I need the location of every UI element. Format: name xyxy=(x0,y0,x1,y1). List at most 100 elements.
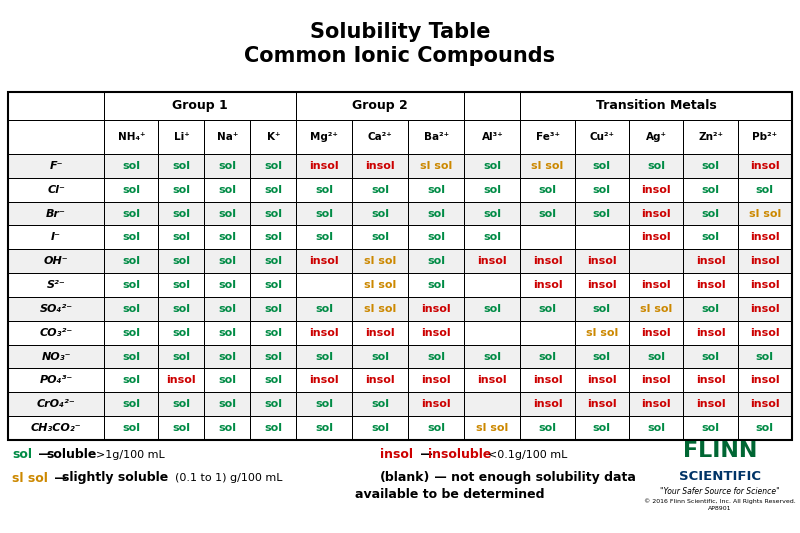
Text: sol: sol xyxy=(371,399,390,409)
Bar xyxy=(629,249,683,273)
Bar xyxy=(158,120,205,154)
Text: sol: sol xyxy=(122,232,140,243)
Text: <0.1g/100 mL: <0.1g/100 mL xyxy=(488,450,567,460)
Text: sol: sol xyxy=(647,352,665,361)
Text: sol: sol xyxy=(264,423,282,433)
Bar xyxy=(104,92,296,120)
Text: sol: sol xyxy=(702,185,719,195)
Bar xyxy=(104,416,158,440)
Bar xyxy=(574,201,629,225)
Bar xyxy=(464,154,520,178)
Bar xyxy=(205,178,250,201)
Bar xyxy=(205,345,250,368)
Bar xyxy=(464,201,520,225)
Bar xyxy=(205,297,250,321)
Bar xyxy=(520,178,574,201)
Bar xyxy=(629,120,683,154)
Bar xyxy=(352,321,408,345)
Text: insol: insol xyxy=(696,328,726,338)
Text: sol: sol xyxy=(122,161,140,171)
Bar xyxy=(205,297,250,321)
Bar xyxy=(296,120,352,154)
Bar xyxy=(205,368,250,392)
Text: I⁻: I⁻ xyxy=(51,232,61,243)
Bar xyxy=(352,154,408,178)
Bar xyxy=(574,273,629,297)
Text: sl sol: sl sol xyxy=(586,328,618,338)
Bar xyxy=(296,178,352,201)
Text: —: — xyxy=(34,448,55,462)
Bar xyxy=(464,249,520,273)
Bar xyxy=(158,249,205,273)
Text: insol: insol xyxy=(642,399,671,409)
Bar xyxy=(8,120,104,154)
Bar xyxy=(574,178,629,201)
Bar xyxy=(408,273,464,297)
Bar xyxy=(408,201,464,225)
Bar xyxy=(574,321,629,345)
Bar xyxy=(464,154,520,178)
Bar xyxy=(629,201,683,225)
Bar xyxy=(520,392,574,416)
Text: sl sol: sl sol xyxy=(420,161,453,171)
Text: sol: sol xyxy=(593,423,611,433)
Text: sol: sol xyxy=(218,185,237,195)
Text: sol: sol xyxy=(593,161,611,171)
Bar xyxy=(574,120,629,154)
Bar xyxy=(738,120,792,154)
Bar xyxy=(738,297,792,321)
Text: sol: sol xyxy=(315,399,334,409)
Bar xyxy=(464,297,520,321)
Bar xyxy=(408,345,464,368)
Bar xyxy=(464,297,520,321)
Bar xyxy=(683,225,738,249)
Bar xyxy=(158,321,205,345)
Bar xyxy=(352,416,408,440)
Text: slightly soluble: slightly soluble xyxy=(62,472,168,484)
Bar xyxy=(205,120,250,154)
Bar xyxy=(250,225,296,249)
Bar xyxy=(250,345,296,368)
Bar xyxy=(296,154,352,178)
Bar xyxy=(408,120,464,154)
Bar xyxy=(104,154,158,178)
Text: S²⁻: S²⁻ xyxy=(46,280,66,290)
Bar xyxy=(352,345,408,368)
Bar xyxy=(574,392,629,416)
Bar xyxy=(205,273,250,297)
Bar xyxy=(104,249,158,273)
Bar xyxy=(352,120,408,154)
Bar xyxy=(408,120,464,154)
Bar xyxy=(574,297,629,321)
Text: insol: insol xyxy=(642,280,671,290)
Bar xyxy=(629,392,683,416)
Bar xyxy=(408,392,464,416)
Text: insol: insol xyxy=(366,161,395,171)
Bar xyxy=(352,416,408,440)
Bar xyxy=(408,321,464,345)
Bar xyxy=(629,392,683,416)
Bar xyxy=(104,273,158,297)
Bar xyxy=(683,368,738,392)
Bar xyxy=(738,154,792,178)
Text: Al³⁺: Al³⁺ xyxy=(482,132,503,142)
Bar xyxy=(158,368,205,392)
Text: insol: insol xyxy=(166,375,196,385)
Text: insol: insol xyxy=(696,256,726,266)
Bar xyxy=(629,368,683,392)
Bar xyxy=(683,416,738,440)
Bar xyxy=(250,201,296,225)
Bar xyxy=(683,297,738,321)
Bar xyxy=(574,368,629,392)
Text: sol: sol xyxy=(427,208,446,219)
Bar xyxy=(158,178,205,201)
Bar xyxy=(104,201,158,225)
Text: sol: sol xyxy=(483,161,502,171)
Bar xyxy=(296,201,352,225)
Text: sol: sol xyxy=(218,352,237,361)
Bar xyxy=(520,178,574,201)
Bar xyxy=(629,321,683,345)
Bar xyxy=(8,120,104,154)
Text: sl sol: sl sol xyxy=(640,304,672,314)
Bar xyxy=(408,225,464,249)
